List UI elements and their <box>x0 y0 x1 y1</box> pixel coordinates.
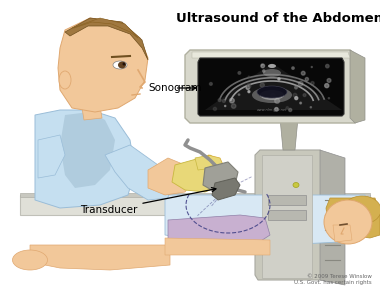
Circle shape <box>238 94 240 95</box>
Polygon shape <box>105 145 170 200</box>
Polygon shape <box>30 245 170 270</box>
Polygon shape <box>172 158 225 192</box>
Text: Transducer: Transducer <box>80 188 216 215</box>
Polygon shape <box>165 195 365 245</box>
Text: Ultrasound of the Abdomen: Ultrasound of the Abdomen <box>176 12 380 25</box>
Text: www.nlm.gov.net: www.nlm.gov.net <box>257 108 287 112</box>
Ellipse shape <box>293 182 299 188</box>
Circle shape <box>310 107 312 108</box>
Circle shape <box>300 102 301 104</box>
Polygon shape <box>255 150 325 280</box>
Circle shape <box>271 94 275 98</box>
Circle shape <box>247 84 251 88</box>
Polygon shape <box>280 118 298 150</box>
Ellipse shape <box>257 86 287 98</box>
Circle shape <box>325 84 329 88</box>
Circle shape <box>246 86 250 89</box>
Polygon shape <box>268 195 306 205</box>
Circle shape <box>264 93 268 97</box>
Polygon shape <box>262 155 312 278</box>
Circle shape <box>261 64 264 68</box>
Polygon shape <box>38 135 65 178</box>
Circle shape <box>298 81 303 86</box>
Polygon shape <box>168 215 270 248</box>
Circle shape <box>327 79 331 83</box>
Circle shape <box>278 78 280 80</box>
Polygon shape <box>268 210 306 220</box>
Polygon shape <box>203 162 238 192</box>
Polygon shape <box>320 150 345 285</box>
Polygon shape <box>192 52 350 58</box>
Circle shape <box>260 83 264 87</box>
Text: Sonogram: Sonogram <box>148 83 201 93</box>
Polygon shape <box>350 50 365 123</box>
Circle shape <box>286 106 288 109</box>
Circle shape <box>295 97 298 100</box>
Polygon shape <box>82 106 102 120</box>
Circle shape <box>293 93 297 97</box>
Circle shape <box>209 82 212 85</box>
Ellipse shape <box>118 61 126 68</box>
Polygon shape <box>58 18 148 112</box>
Ellipse shape <box>122 62 125 65</box>
Polygon shape <box>165 238 270 255</box>
Circle shape <box>248 91 250 93</box>
Polygon shape <box>20 193 370 197</box>
Ellipse shape <box>263 69 281 77</box>
Circle shape <box>311 67 312 68</box>
Circle shape <box>301 71 305 75</box>
Circle shape <box>328 98 329 99</box>
Circle shape <box>261 64 263 66</box>
Polygon shape <box>185 50 360 123</box>
Circle shape <box>275 98 280 103</box>
Circle shape <box>225 105 226 106</box>
Ellipse shape <box>268 64 276 68</box>
Polygon shape <box>20 195 370 215</box>
Polygon shape <box>198 58 344 116</box>
Polygon shape <box>72 18 138 38</box>
Polygon shape <box>148 158 195 195</box>
Polygon shape <box>205 63 342 110</box>
Polygon shape <box>333 225 352 242</box>
Polygon shape <box>35 110 135 208</box>
Circle shape <box>218 99 221 101</box>
Text: © 2009 Terese Winslow
U.S. Govt. has certain rights: © 2009 Terese Winslow U.S. Govt. has cer… <box>294 274 372 285</box>
Circle shape <box>213 107 217 110</box>
Polygon shape <box>212 178 240 200</box>
Polygon shape <box>195 155 218 170</box>
Circle shape <box>263 70 265 72</box>
Circle shape <box>303 94 306 97</box>
Polygon shape <box>326 198 380 238</box>
Circle shape <box>305 77 309 81</box>
Ellipse shape <box>13 250 48 270</box>
Circle shape <box>275 108 278 111</box>
Circle shape <box>326 64 329 68</box>
Circle shape <box>292 67 294 69</box>
Circle shape <box>311 82 314 85</box>
Ellipse shape <box>59 71 71 89</box>
Ellipse shape <box>324 200 372 244</box>
Circle shape <box>222 100 225 103</box>
Circle shape <box>248 76 250 77</box>
Ellipse shape <box>113 61 127 69</box>
Ellipse shape <box>252 87 292 103</box>
Ellipse shape <box>343 196 380 224</box>
Circle shape <box>295 86 297 89</box>
Polygon shape <box>65 18 148 60</box>
Circle shape <box>238 72 241 74</box>
Circle shape <box>230 98 234 103</box>
Polygon shape <box>208 155 224 170</box>
Ellipse shape <box>260 90 284 100</box>
Polygon shape <box>60 112 115 188</box>
Circle shape <box>231 104 236 108</box>
Circle shape <box>289 108 292 112</box>
